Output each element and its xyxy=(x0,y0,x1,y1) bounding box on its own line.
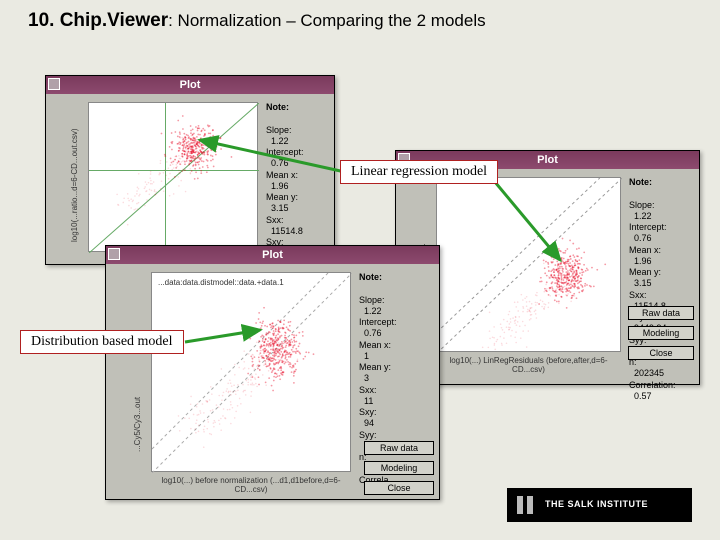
callout-distribution: Distribution based model xyxy=(20,330,184,354)
arrow-overlay xyxy=(0,0,720,540)
callout-linear-regression: Linear regression model xyxy=(340,160,498,184)
